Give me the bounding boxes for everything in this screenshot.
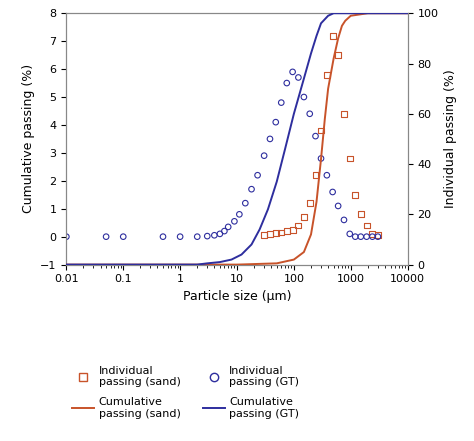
Point <box>283 79 291 86</box>
Point <box>119 233 127 240</box>
Point <box>352 191 359 198</box>
Point <box>277 229 285 236</box>
Point <box>340 217 348 224</box>
Point <box>346 230 354 237</box>
Point <box>300 213 308 220</box>
Point <box>176 233 184 240</box>
Point <box>374 232 382 239</box>
Point <box>242 200 249 207</box>
X-axis label: Particle size (μm): Particle size (μm) <box>183 290 291 303</box>
Point <box>210 232 218 239</box>
Legend: Individual
passing (sand), Cumulative
passing (sand), Individual
passing (GT), C: Individual passing (sand), Cumulative pa… <box>72 366 300 419</box>
Point <box>260 152 268 159</box>
Point <box>266 135 274 142</box>
Point <box>340 110 348 117</box>
Point <box>277 99 285 106</box>
Point <box>374 233 382 240</box>
Point <box>323 71 331 78</box>
Point <box>236 211 243 218</box>
Point <box>306 200 313 207</box>
Point <box>323 172 331 179</box>
Point <box>254 172 261 179</box>
Point <box>102 233 110 240</box>
Point <box>63 233 70 240</box>
Point <box>312 172 319 179</box>
Point <box>363 233 370 240</box>
Point <box>193 233 201 240</box>
Point <box>346 155 354 162</box>
Point <box>357 233 365 240</box>
Point <box>260 232 268 239</box>
Point <box>317 127 325 134</box>
Point <box>352 233 359 240</box>
Point <box>357 211 365 218</box>
Point <box>363 222 370 229</box>
Point <box>266 231 274 238</box>
Y-axis label: Cumulative passing (%): Cumulative passing (%) <box>22 64 35 213</box>
Point <box>159 233 167 240</box>
Point <box>231 218 238 225</box>
Point <box>317 155 325 162</box>
Point <box>300 93 308 101</box>
Point <box>248 186 255 193</box>
Point <box>220 228 228 235</box>
Point <box>295 74 302 81</box>
Point <box>216 230 224 237</box>
Point <box>334 202 342 209</box>
Point <box>306 110 313 117</box>
Point <box>289 226 296 233</box>
Point <box>334 52 342 59</box>
Point <box>203 232 211 239</box>
Point <box>295 222 302 229</box>
Point <box>283 228 291 235</box>
Point <box>224 223 232 230</box>
Point <box>369 233 376 240</box>
Point <box>289 68 296 75</box>
Point <box>272 230 280 237</box>
Point <box>329 32 337 39</box>
Point <box>272 119 280 126</box>
Point <box>329 188 337 195</box>
Point <box>312 133 319 140</box>
Y-axis label: Individual passing (%): Individual passing (%) <box>444 70 457 208</box>
Point <box>369 230 376 237</box>
